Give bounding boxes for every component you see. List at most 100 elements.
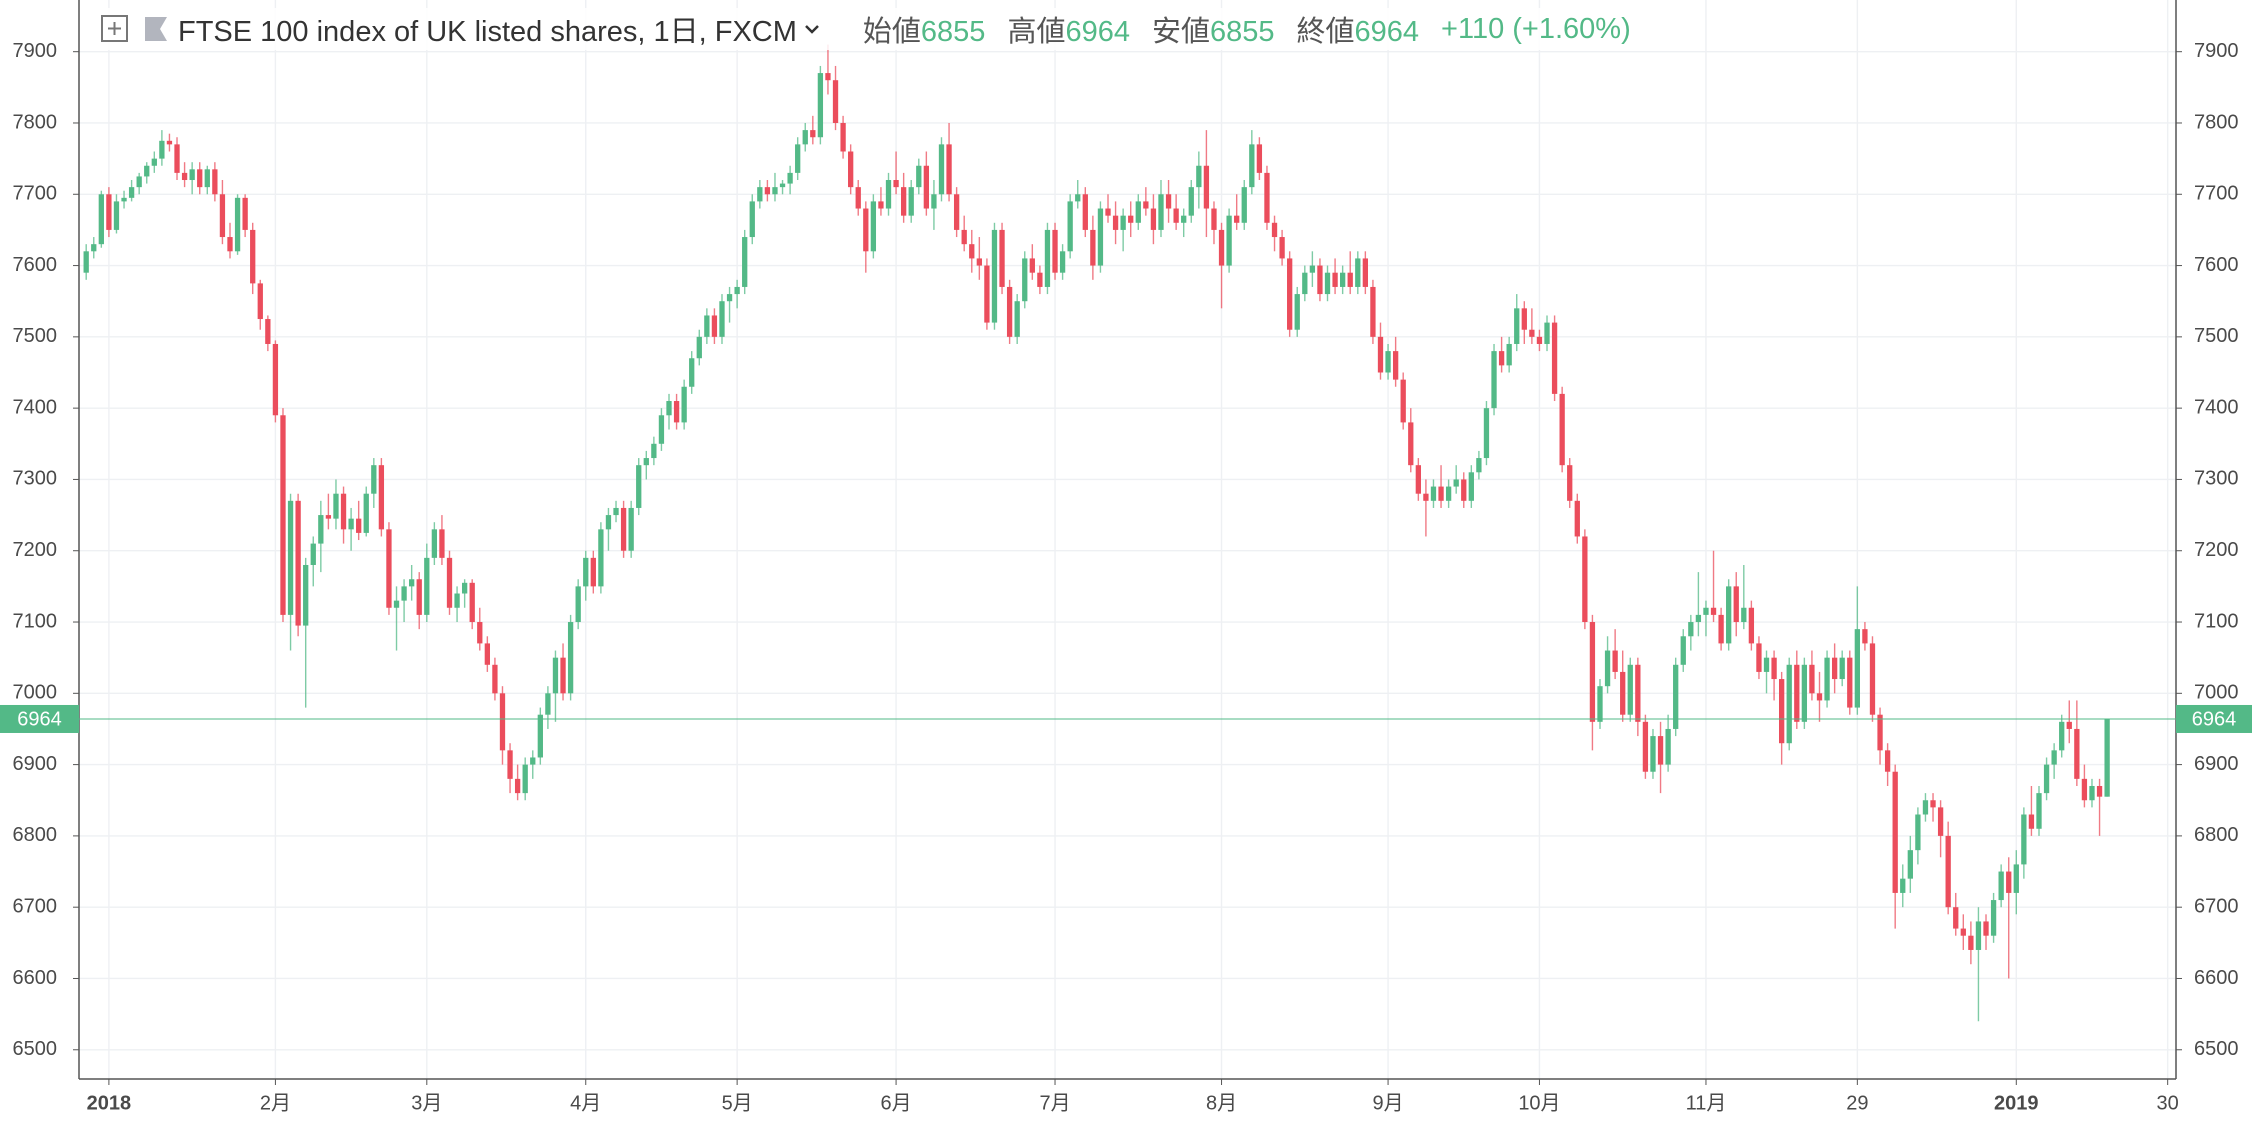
candle-body: [787, 172, 793, 184]
y-tick-label: 7700: [13, 183, 58, 205]
candle-body: [1476, 458, 1482, 473]
candle-body: [1544, 322, 1550, 344]
candle-body: [984, 265, 990, 323]
y-tick-label-right: 7000: [2194, 682, 2239, 704]
candle-body: [1847, 657, 1853, 708]
candle-body: [1188, 187, 1194, 216]
candle-body: [1377, 336, 1384, 373]
grid: [79, 0, 2176, 1079]
candle-body: [303, 564, 309, 626]
candle-body: [1884, 750, 1891, 772]
candle-body: [363, 493, 369, 533]
candle-body: [295, 500, 301, 626]
candle-body: [1900, 878, 1906, 893]
candle-body: [1604, 650, 1611, 687]
x-tick-label: 8月: [1206, 1092, 1237, 1114]
flag-icon[interactable]: [142, 14, 170, 44]
candle-body: [1937, 807, 1944, 836]
candle-body: [2028, 814, 2035, 829]
candle-body: [1779, 679, 1785, 744]
candle-body: [1998, 871, 2004, 901]
candle-body: [461, 582, 468, 594]
candle-body: [2066, 721, 2072, 729]
dropdown-chevron[interactable]: [801, 14, 823, 44]
candle-body: [1786, 664, 1792, 744]
y-tick-label-right: 7500: [2194, 325, 2239, 347]
candle-body: [1907, 850, 1913, 879]
candle-body: [1741, 607, 1747, 623]
candle-body: [878, 201, 884, 209]
add-symbol-icon[interactable]: [100, 14, 130, 44]
candle-body: [953, 194, 960, 230]
candle-body: [128, 187, 135, 198]
candle-body: [696, 336, 702, 359]
candle-body: [424, 557, 430, 615]
x-tick-label: 9月: [1373, 1092, 1404, 1114]
candle-body: [401, 586, 407, 601]
candle-body: [121, 197, 127, 202]
candle-body: [492, 664, 498, 694]
ohlc-label: 始値: [862, 16, 921, 48]
x-tick-label: 2月: [260, 1092, 291, 1114]
x-tick-label: 29: [1846, 1092, 1868, 1114]
candle-body: [1627, 664, 1633, 715]
candle-body: [439, 529, 445, 558]
candle-body: [908, 187, 914, 216]
candle-body: [1794, 664, 1800, 722]
y-tick-label: 7000: [13, 682, 58, 704]
candle-body: [522, 764, 528, 794]
candle-body: [567, 622, 574, 694]
candle-body: [234, 197, 241, 252]
candle-body: [1150, 208, 1157, 230]
candle-body: [1922, 800, 1929, 815]
candle-body: [83, 251, 89, 273]
candle-body: [1582, 536, 1588, 623]
candle-body: [507, 750, 513, 779]
candle-body: [689, 358, 695, 387]
candle-body: [999, 229, 1005, 287]
candle-body: [1468, 472, 1474, 501]
candle-body: [477, 622, 483, 644]
candle-body: [1975, 921, 1982, 950]
candle-body: [1234, 215, 1240, 223]
candle-body: [1551, 322, 1558, 394]
candle-body: [1256, 144, 1263, 173]
candle-body: [2089, 785, 2095, 801]
candle-body: [166, 140, 173, 145]
candle-body: [946, 144, 952, 195]
candle-body: [348, 518, 354, 530]
x-tick-label: 2018: [87, 1092, 132, 1114]
candle-body: [1392, 351, 1399, 380]
candle-body: [1279, 237, 1285, 259]
candle-body: [575, 586, 581, 623]
candle-body: [1067, 201, 1073, 252]
candle-body: [469, 582, 475, 623]
candle-body: [742, 237, 748, 287]
candle-body: [1112, 215, 1119, 230]
candle-body: [840, 122, 846, 152]
candle-body: [1892, 771, 1898, 893]
ohlc-value: 6855: [920, 16, 986, 48]
x-tick-label: 30: [2157, 1092, 2179, 1114]
candle-body: [1529, 329, 1535, 337]
candle-body: [1287, 258, 1293, 330]
candle-body: [2096, 785, 2103, 797]
candle-body: [1710, 607, 1717, 615]
candle-body: [1983, 921, 1989, 936]
candle-body: [779, 183, 786, 188]
candle-body: [2059, 721, 2065, 751]
candle-body: [1521, 308, 1527, 330]
y-tick-label: 6600: [13, 967, 58, 989]
candle-body: [1695, 614, 1702, 623]
candle-body: [1635, 664, 1641, 722]
candle-body: [416, 579, 422, 615]
candle-body: [1968, 935, 1974, 950]
candle-body: [1831, 657, 1838, 680]
ohlc-values: 始値6855 高値6964 安値6855 終値6964: [863, 8, 1419, 50]
x-tick-label: 7月: [1039, 1092, 1070, 1114]
symbol-title[interactable]: FTSE 100 index of UK listed shares, 1日, …: [178, 16, 797, 48]
candle-body: [212, 169, 218, 195]
candle-body: [1158, 194, 1164, 230]
candle-body: [91, 244, 97, 252]
